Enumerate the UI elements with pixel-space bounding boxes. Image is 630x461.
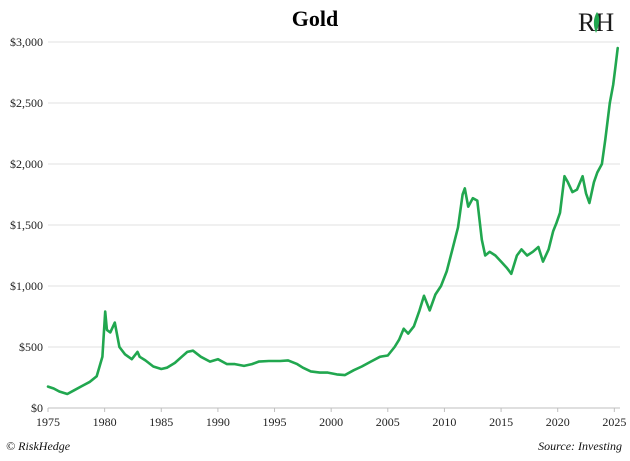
x-tick-label: 1990 [206, 415, 230, 429]
riskhedge-logo: RH [578, 8, 614, 37]
copyright-footer: © RiskHedge [6, 439, 71, 453]
x-tick-label: 1995 [263, 415, 287, 429]
y-tick-label: $2,500 [10, 96, 43, 110]
x-tick-label: 2010 [432, 415, 456, 429]
y-tick-label: $2,000 [10, 157, 43, 171]
x-tick-label: 1980 [93, 415, 117, 429]
x-tick-label: 1985 [149, 415, 173, 429]
x-tick-label: 2005 [376, 415, 400, 429]
y-tick-label: $1,500 [10, 218, 43, 232]
x-tick-label: 1975 [36, 415, 60, 429]
x-tick-label: 2015 [489, 415, 513, 429]
y-axis-ticks: $0 $500 $1,000 $1,500 $2,000 $2,500 $3,000 [10, 35, 43, 415]
x-tick-label: 2000 [319, 415, 343, 429]
y-tick-label: $3,000 [10, 35, 43, 49]
x-axis-ticks: 1975 1980 1985 1990 1995 2000 2005 2010 2015 2020… [36, 408, 626, 429]
logo-leaf-icon [593, 12, 600, 33]
gold-price-line [46, 46, 619, 396]
y-tick-label: $0 [31, 401, 43, 415]
x-tick-label: 2025 [602, 415, 626, 429]
chart-title: Gold [292, 6, 338, 31]
gridlines [48, 41, 620, 409]
source-footer: Source: Investing [538, 439, 622, 453]
y-tick-label: $1,000 [10, 279, 43, 293]
x-tick-label: 2020 [546, 415, 570, 429]
y-tick-label: $500 [19, 340, 43, 354]
